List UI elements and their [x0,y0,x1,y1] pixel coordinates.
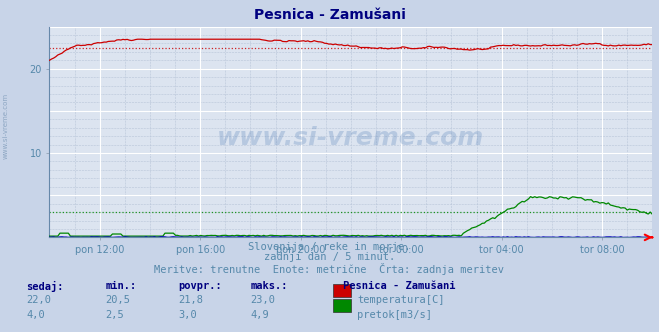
Text: Meritve: trenutne  Enote: metrične  Črta: zadnja meritev: Meritve: trenutne Enote: metrične Črta: … [154,263,505,275]
Text: www.si-vreme.com: www.si-vreme.com [2,93,9,159]
Text: sedaj:: sedaj: [26,281,64,291]
Text: temperatura[C]: temperatura[C] [357,295,445,305]
Text: Pesnica - Zamušani: Pesnica - Zamušani [343,281,455,290]
Text: 4,9: 4,9 [250,310,269,320]
Text: www.si-vreme.com: www.si-vreme.com [217,126,484,150]
Text: 20,5: 20,5 [105,295,130,305]
Text: povpr.:: povpr.: [178,281,221,290]
Text: 21,8: 21,8 [178,295,203,305]
Text: min.:: min.: [105,281,136,290]
Text: Slovenija / reke in morje.: Slovenija / reke in morje. [248,242,411,252]
Text: 3,0: 3,0 [178,310,196,320]
Text: maks.:: maks.: [250,281,288,290]
Text: 23,0: 23,0 [250,295,275,305]
Text: pretok[m3/s]: pretok[m3/s] [357,310,432,320]
Text: 22,0: 22,0 [26,295,51,305]
Text: zadnji dan / 5 minut.: zadnji dan / 5 minut. [264,252,395,262]
Text: 2,5: 2,5 [105,310,124,320]
Text: Pesnica - Zamušani: Pesnica - Zamušani [254,8,405,22]
Text: 4,0: 4,0 [26,310,45,320]
